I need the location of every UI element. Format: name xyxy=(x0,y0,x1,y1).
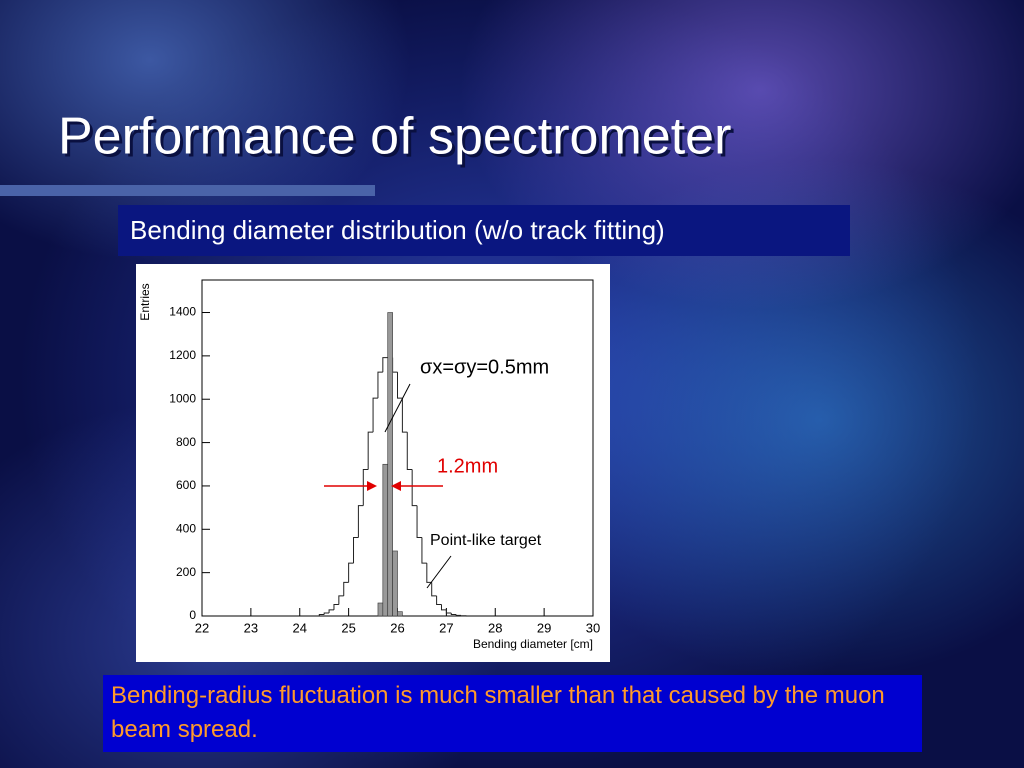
title-underline xyxy=(0,185,375,196)
x-tick-label: 22 xyxy=(195,620,209,635)
y-tick-label: 400 xyxy=(176,521,196,535)
histogram-bar xyxy=(392,550,398,617)
y-axis-label: Entries xyxy=(138,283,152,320)
arrowhead xyxy=(391,481,401,491)
histogram-step xyxy=(348,562,354,583)
arrowhead xyxy=(367,481,377,491)
series-label: σx=σy=0.5mm xyxy=(420,356,549,378)
pointer xyxy=(426,555,452,589)
y-tick-label: 800 xyxy=(176,435,196,449)
histogram-step xyxy=(377,371,383,399)
histogram-bar xyxy=(397,611,403,617)
chart: 0 200 400 600 800 1000 1200 1400 22 23 24 25 26 27 28 2… xyxy=(138,279,600,651)
histogram-step xyxy=(421,537,427,564)
histogram-step xyxy=(397,372,403,399)
y-tick-label: 0 xyxy=(189,608,196,622)
histogram-step xyxy=(426,563,432,583)
x-tick-label: 26 xyxy=(390,620,404,635)
histogram-step xyxy=(411,469,418,507)
histogram-step xyxy=(431,582,437,597)
histogram-step xyxy=(323,612,330,615)
histogram-bar xyxy=(387,312,393,617)
y-tick-label: 200 xyxy=(176,565,196,579)
histogram-bar xyxy=(377,602,384,617)
histogram-step xyxy=(416,505,422,539)
pointer xyxy=(384,383,411,433)
x-tick-label: 27 xyxy=(439,620,453,635)
x-tick-label: 23 xyxy=(244,620,258,635)
histogram-step xyxy=(460,615,467,617)
x-tick-label: 30 xyxy=(586,620,600,635)
histogram-step xyxy=(338,595,344,605)
x-axis-label: Bending diameter [cm] xyxy=(473,637,593,651)
histogram-step xyxy=(343,581,349,596)
histogram-step xyxy=(382,357,388,373)
x-tick-label: 24 xyxy=(293,620,307,635)
histogram-step xyxy=(318,613,325,616)
histogram-step xyxy=(455,614,462,616)
title: Performance of spectrometer xyxy=(58,108,731,166)
histogram-step xyxy=(401,398,408,433)
y-tick-label: 1400 xyxy=(169,305,196,319)
histogram-step xyxy=(450,612,457,615)
x-tick-label: 29 xyxy=(537,620,551,635)
subtitle-box xyxy=(118,205,850,256)
annotation: 1.2mm xyxy=(437,455,498,477)
histogram-step xyxy=(440,604,447,611)
chart-background xyxy=(136,264,610,662)
histogram-step xyxy=(362,468,369,506)
histogram-step xyxy=(367,431,374,470)
x-tick-label: 28 xyxy=(488,620,502,635)
y-tick-label: 600 xyxy=(176,478,196,492)
histogram-step xyxy=(357,505,364,538)
histogram-step xyxy=(406,432,413,470)
histogram-bar xyxy=(382,463,389,617)
histogram-step xyxy=(328,609,334,613)
y-tick-label: 1200 xyxy=(169,348,196,362)
subtitle: Bending diameter distribution (w/o track… xyxy=(130,215,665,245)
histogram-step xyxy=(372,397,378,433)
histogram-step xyxy=(445,609,452,614)
histogram-step xyxy=(436,595,442,606)
title-shadow: Performance of spectrometer xyxy=(61,111,734,169)
histogram-step xyxy=(353,537,359,564)
x-tick-label: 25 xyxy=(341,620,355,635)
note: Bending-radius fluctuation is much small… xyxy=(103,675,922,752)
series-label: Point-like target xyxy=(430,532,542,549)
histogram-step xyxy=(333,604,339,610)
y-tick-label: 1000 xyxy=(169,391,196,405)
